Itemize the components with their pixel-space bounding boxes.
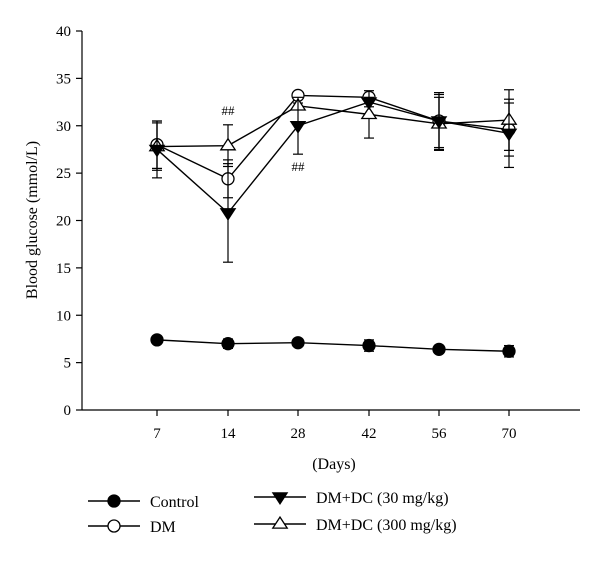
series-layer [148,88,518,358]
data-point [150,333,164,347]
x-tick-label: 70 [502,426,517,442]
x-ticks: 7 14 28 42 56 70 [153,410,517,442]
data-point [148,144,166,158]
y-tick-label: 10 [56,308,71,324]
data-point [221,337,235,351]
annotations: ## ## [222,103,306,174]
series-dm-dc-300-mg-kg [148,89,518,171]
y-ticks: 0 5 10 15 20 25 30 35 40 [56,24,82,419]
series-control [150,333,516,358]
significance-annotation: ## [292,159,306,174]
legend-marker [107,494,121,508]
legend-label: DM [150,519,176,536]
x-tick-label: 7 [153,426,161,442]
y-tick-label: 20 [56,214,71,230]
data-point [430,116,448,130]
legend-marker [271,515,289,529]
legend-label: DM+DC (30 mg/kg) [316,490,449,507]
data-point [362,338,376,353]
x-tick-label: 28 [291,426,306,442]
data-point [360,97,378,111]
data-point [432,342,446,357]
legend-label: Control [150,494,199,511]
y-tick-label: 0 [64,403,72,419]
legend-item: DM+DC (300 mg/kg) [254,515,457,534]
legend-item: DM+DC (30 mg/kg) [254,490,449,507]
data-point [289,121,307,134]
series-dm [150,88,516,199]
series-line [156,339,510,352]
series-line [156,94,510,180]
significance-annotation: ## [222,103,236,118]
data-point [500,128,518,142]
x-tick-label: 56 [432,426,448,442]
plot-area: 0 5 10 15 20 25 30 35 40 7 14 28 42 56 70 ## ## [56,24,580,442]
legend-marker [271,492,289,505]
x-tick-label: 42 [362,426,377,442]
x-axis-title: (Days) [312,456,356,473]
data-point [219,208,237,221]
legend-item: Control [88,494,199,511]
y-tick-label: 30 [56,119,71,135]
y-tick-label: 40 [56,24,71,40]
legend: Control DM DM+DC (30 mg/kg) DM+DC (300 mg/k… [88,490,457,536]
y-tick-label: 25 [56,166,71,182]
legend-item: DM [88,519,176,536]
data-point [291,336,305,350]
series-line [156,101,510,214]
y-axis-title: Blood glucose (mmol/L) [24,141,41,299]
data-point [360,106,378,120]
legend-marker [107,519,121,533]
series-line [156,105,510,148]
y-tick-label: 35 [56,71,71,87]
series-dm-dc-30-mg-kg [148,91,518,263]
data-point [502,344,516,358]
legend-label: DM+DC (300 mg/kg) [316,517,457,534]
x-tick-label: 14 [221,426,237,442]
y-tick-label: 15 [56,261,71,277]
y-tick-label: 5 [64,356,72,372]
data-point [219,137,237,151]
